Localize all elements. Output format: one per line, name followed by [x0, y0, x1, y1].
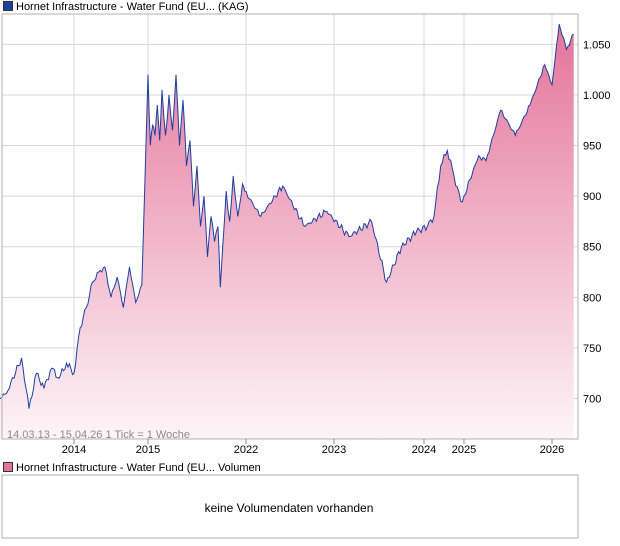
chart-frame	[1, 13, 579, 440]
x-axis: 2014 2015 2022 2023 2024 2025 2026	[62, 439, 564, 456]
price-series-swatch	[3, 1, 13, 11]
price-area	[0, 24, 574, 439]
date-range-label: 14.03.13 - 15.04.26 1 Tick = 1 Woche	[7, 429, 190, 441]
price-series-suffix: (KAG)	[217, 1, 249, 13]
x-tick-label: 2022	[234, 444, 258, 456]
price-series-name: Hornet Infrastructure - Water Fund (EU..…	[16, 1, 215, 13]
y-tick-label: 750	[583, 343, 601, 355]
y-tick-label: 950	[583, 141, 601, 153]
y-tick-label: 1.050	[583, 39, 611, 51]
y-tick-label: 700	[583, 394, 601, 406]
y-tick-label: 850	[583, 242, 601, 254]
price-line	[0, 23, 574, 409]
volume-legend: Hornet Infrastructure - Water Fund (EU..…	[3, 462, 261, 474]
x-tick-label: 2015	[136, 444, 160, 456]
y-tick-label: 900	[583, 191, 601, 203]
y-tick-label: 1.000	[583, 90, 611, 102]
volume-series-swatch	[3, 462, 13, 472]
x-tick-label: 2014	[62, 444, 86, 456]
x-tick-label: 2026	[540, 444, 564, 456]
y-axis: 700 750 800 850 900 950 1.000 1.050	[583, 39, 611, 405]
volume-series-name: Hornet Infrastructure - Water Fund (EU..…	[16, 462, 215, 474]
x-tick-label: 2024	[412, 444, 436, 456]
price-legend: Hornet Infrastructure - Water Fund (EU..…	[3, 1, 249, 13]
x-tick-label: 2023	[322, 444, 346, 456]
x-tick-label: 2025	[452, 444, 476, 456]
no-volume-message: keine Volumendaten vorhanden	[204, 501, 374, 515]
volume-series-suffix: Volumen	[217, 462, 261, 474]
y-tick-label: 800	[583, 292, 601, 304]
volume-frame	[1, 474, 579, 539]
